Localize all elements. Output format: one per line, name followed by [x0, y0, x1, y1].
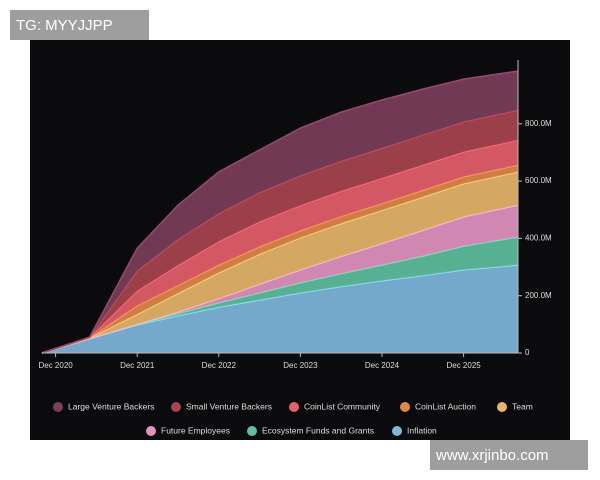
legend-label: Team: [512, 401, 533, 411]
watermark: TG: MYYJJPP: [16, 17, 113, 34]
plot: [41, 70, 519, 354]
y-tick-label: 800.0M: [525, 119, 552, 128]
legend-label: CoinList Auction: [415, 401, 476, 411]
legend-swatch: [53, 402, 63, 412]
area: [42, 171, 518, 353]
x-tick-label: Dec 2023: [283, 361, 318, 370]
axes: 0 200.0M 400.0M 600.0M 800.0M Dec 2020 Dec 202…: [38, 60, 552, 370]
legend-label: Future Employees: [161, 425, 230, 435]
legend-label: Ecosystem Funds and Grants: [262, 425, 374, 435]
legend-swatch: [497, 402, 507, 412]
area-edge: [41, 70, 519, 354]
watermark-box: [10, 10, 149, 40]
area: [42, 140, 518, 353]
x-tick-label: Dec 2025: [446, 361, 481, 370]
legend-label: Small Venture Backers: [186, 401, 272, 411]
x-tick-label: Dec 2021: [120, 361, 155, 370]
legend-swatch: [247, 426, 257, 436]
area: [42, 205, 518, 353]
legend-swatch: [392, 426, 402, 436]
area: [42, 236, 518, 353]
watermark-box: [430, 440, 588, 470]
y-tick-label: 600.0M: [525, 176, 552, 185]
legend-label: Inflation: [407, 425, 437, 435]
x-tick-label: Dec 2022: [202, 361, 237, 370]
legend-swatch: [146, 426, 156, 436]
y-tick-label: 400.0M: [525, 234, 552, 243]
legend-swatch: [400, 402, 410, 412]
area: [42, 265, 518, 353]
watermark: www.xrjinbo.com: [435, 447, 549, 464]
area: [42, 71, 518, 354]
x-tick-label: Dec 2024: [365, 361, 400, 370]
legend-swatch: [171, 402, 181, 412]
y-tick-label: 200.0M: [525, 291, 552, 300]
area: [42, 110, 518, 353]
legend-swatch: [289, 402, 299, 412]
y-tick-label: 0: [525, 348, 530, 357]
legend-label: Large Venture Backers: [68, 401, 154, 411]
legend: Large Venture Backers Small Venture Backe…: [53, 401, 533, 436]
x-tick-label: Dec 2020: [38, 361, 73, 370]
legend-label: CoinList Community: [304, 401, 381, 411]
